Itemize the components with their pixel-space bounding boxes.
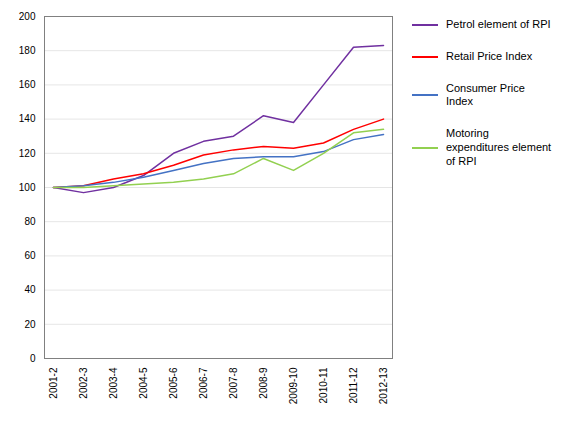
svg-text:2010-11: 2010-11 [318, 367, 329, 403]
svg-text:40: 40 [24, 284, 36, 295]
svg-text:2009-10: 2009-10 [288, 367, 299, 404]
svg-text:2011-12: 2011-12 [348, 367, 359, 403]
svg-text:2012-13: 2012-13 [378, 367, 389, 404]
svg-text:160: 160 [19, 79, 36, 90]
svg-text:2005-6: 2005-6 [168, 367, 179, 399]
svg-text:140: 140 [19, 113, 36, 124]
svg-text:80: 80 [24, 216, 36, 227]
html-text:Consumer Price Index: Consumer Price Index [446, 81, 525, 108]
svg-text:2003-4: 2003-4 [108, 367, 119, 399]
svg-text:2004-5: 2004-5 [138, 367, 149, 399]
svg-text:2006-7: 2006-7 [198, 367, 209, 399]
svg-text:20: 20 [24, 319, 36, 330]
svg-text:100: 100 [19, 182, 36, 193]
svg-text:2001-2: 2001-2 [48, 367, 59, 399]
svg-text:2008-9: 2008-9 [258, 367, 269, 399]
svg-text:120: 120 [19, 148, 36, 159]
html-text:Motoring expenditures element: Motoring expenditures element of RPI [446, 127, 552, 167]
html-text:Retail Price Index: Retail Price Index [446, 49, 533, 62]
html-text:Petrol element of RPI: Petrol element of RPI [446, 18, 551, 30]
svg-text:0: 0 [30, 353, 36, 364]
svg-text:2002-3: 2002-3 [78, 367, 89, 399]
svg-text:2007-8: 2007-8 [228, 367, 239, 399]
svg-text:200: 200 [19, 11, 36, 22]
svg-text:60: 60 [24, 250, 36, 261]
svg-text:180: 180 [19, 45, 36, 56]
